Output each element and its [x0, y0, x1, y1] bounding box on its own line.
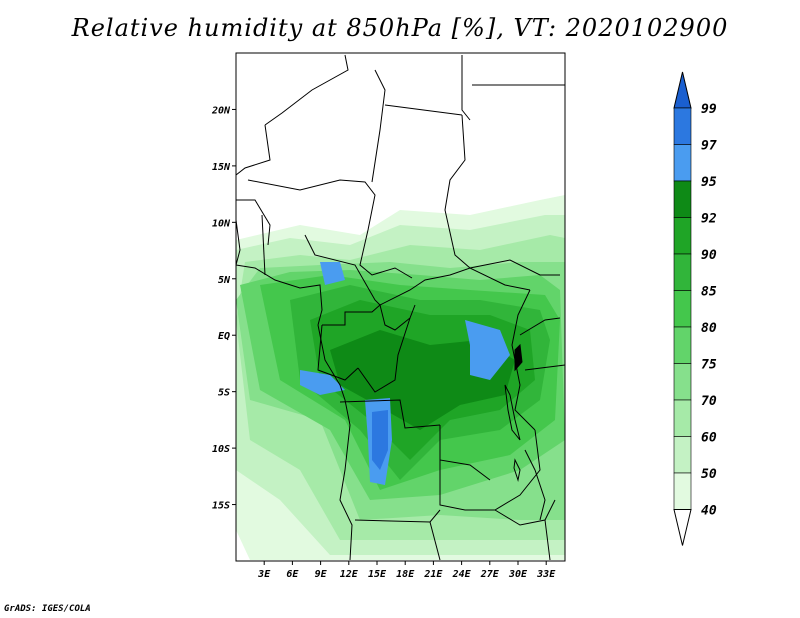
lake-malawi: [513, 458, 521, 482]
grads-credit: GrADS: IGES/COLA: [4, 604, 91, 614]
border-car: [379, 267, 531, 306]
colorbar-box-7: [673, 363, 692, 401]
humidity-contour-11: [320, 262, 345, 285]
lon-tick-label-27E: 27E: [480, 569, 500, 580]
humidity-contour-13: [372, 410, 388, 470]
border-botswana: [429, 521, 441, 561]
border-chad-sudan: [444, 114, 471, 269]
colorbar-label-75: 75: [701, 358, 717, 373]
border-angola-north: [339, 399, 441, 429]
coastline-mauritania: [235, 219, 241, 266]
colorbar-label-99: 99: [701, 102, 717, 117]
colorbar-box-6: [673, 326, 692, 364]
country-borders: [235, 54, 566, 561]
border-gabon-south: [317, 324, 359, 381]
humidity-fields: [236, 195, 565, 560]
border-burkina: [236, 199, 271, 246]
lat-tick-label-15N: 15N: [212, 162, 231, 173]
border-uganda: [519, 317, 561, 336]
border-benin: [261, 214, 266, 276]
lon-tick-label-18E: 18E: [396, 569, 415, 580]
colorbar-label-40: 40: [701, 504, 717, 519]
colorbar-box-2: [673, 180, 692, 218]
lat-tick-label-10N: 10N: [212, 218, 231, 229]
humidity-contour-12: [300, 370, 345, 395]
lon-tick-label-21E: 21E: [423, 569, 443, 580]
colorbar-box-9: [673, 436, 692, 474]
latitude-axis: 20N 15N 10N 5N EQ 5S 10S 15S: [211, 105, 236, 512]
colorbar-label-90: 90: [701, 248, 717, 263]
colorbar-label-80: 80: [701, 321, 717, 336]
colorbar-box-5: [673, 290, 692, 328]
lat-tick-label-15S: 15S: [212, 501, 230, 512]
colorbar-label-60: 60: [701, 431, 717, 446]
colorbar-box-8: [673, 399, 692, 437]
longitude-axis: 3E 6E 9E 12E 15E 18E 21E 24E 27E 30E 33E: [257, 561, 556, 580]
colorbar-top-arrow: [673, 71, 692, 109]
lon-tick-label-12E: 12E: [340, 569, 359, 580]
humidity-contour-10: [465, 320, 510, 380]
border-niger-libya: [371, 69, 386, 183]
lat-tick-label-5N: 5N: [218, 275, 231, 286]
lon-tick-label-9E: 9E: [315, 569, 328, 580]
colorbar-label-85: 85: [701, 285, 717, 300]
lake-tanganyika: [504, 384, 521, 441]
border-gabon: [322, 304, 381, 326]
border-zambia-east: [494, 429, 541, 511]
lon-tick-label-24E: 24E: [452, 569, 472, 580]
lon-tick-label-6E: 6E: [286, 569, 299, 580]
colorbar-label-95: 95: [701, 175, 717, 190]
colorbar-box-10: [673, 472, 692, 510]
lat-tick-label-10S: 10S: [212, 444, 230, 455]
border-cameroon-chad: [359, 229, 413, 279]
map-frame: [235, 52, 566, 562]
colorbar-box-0: [673, 107, 692, 145]
colorbar-label-92: 92: [701, 212, 717, 227]
colorbar-box-1: [673, 144, 692, 182]
lon-tick-label-33E: 33E: [536, 569, 556, 580]
border-drc-angola: [439, 425, 491, 481]
border-zimbabwe: [494, 499, 556, 526]
lon-tick-label-30E: 30E: [508, 569, 528, 580]
border-nigeria-cameroon: [304, 234, 381, 306]
border-mali-niger: [235, 124, 271, 176]
page-title: Relative humidity at 850hPa [%], VT: 202…: [71, 14, 729, 42]
colorbar: 99 97 95 92 90 85 80 75 70 60 50 40: [673, 71, 717, 546]
border-libya-egypt: [461, 55, 471, 121]
colorbar-box-3: [673, 217, 692, 255]
colorbar-bottom-arrow: [673, 509, 692, 546]
border-kenya-tanzania: [524, 364, 566, 371]
border-libya-algeria: [264, 54, 349, 126]
border-angola-zambia: [439, 460, 495, 511]
border-congo-drc: [357, 317, 411, 393]
lat-tick-label-20N: 20N: [211, 105, 231, 116]
lon-tick-label-15E: 15E: [368, 569, 387, 580]
border-malawi: [524, 449, 546, 521]
lon-tick-label-3E: 3E: [257, 569, 271, 580]
border-sudan-south: [469, 259, 560, 276]
colorbar-box-4: [673, 253, 692, 291]
border-niger-south: [247, 179, 376, 231]
border-congo-car: [379, 304, 416, 331]
lat-tick-label-5S: 5S: [218, 388, 230, 399]
border-mozambique: [544, 519, 551, 561]
border-chad-libya: [384, 104, 463, 116]
colorbar-label-50: 50: [701, 467, 717, 482]
colorbar-label-70: 70: [701, 394, 717, 409]
coastline-central-africa: [317, 324, 353, 561]
lake-victoria: [514, 343, 523, 372]
lat-tick-label-EQ: EQ: [218, 331, 230, 342]
colorbar-label-97: 97: [701, 139, 717, 154]
coastline-west-africa: [235, 264, 323, 326]
